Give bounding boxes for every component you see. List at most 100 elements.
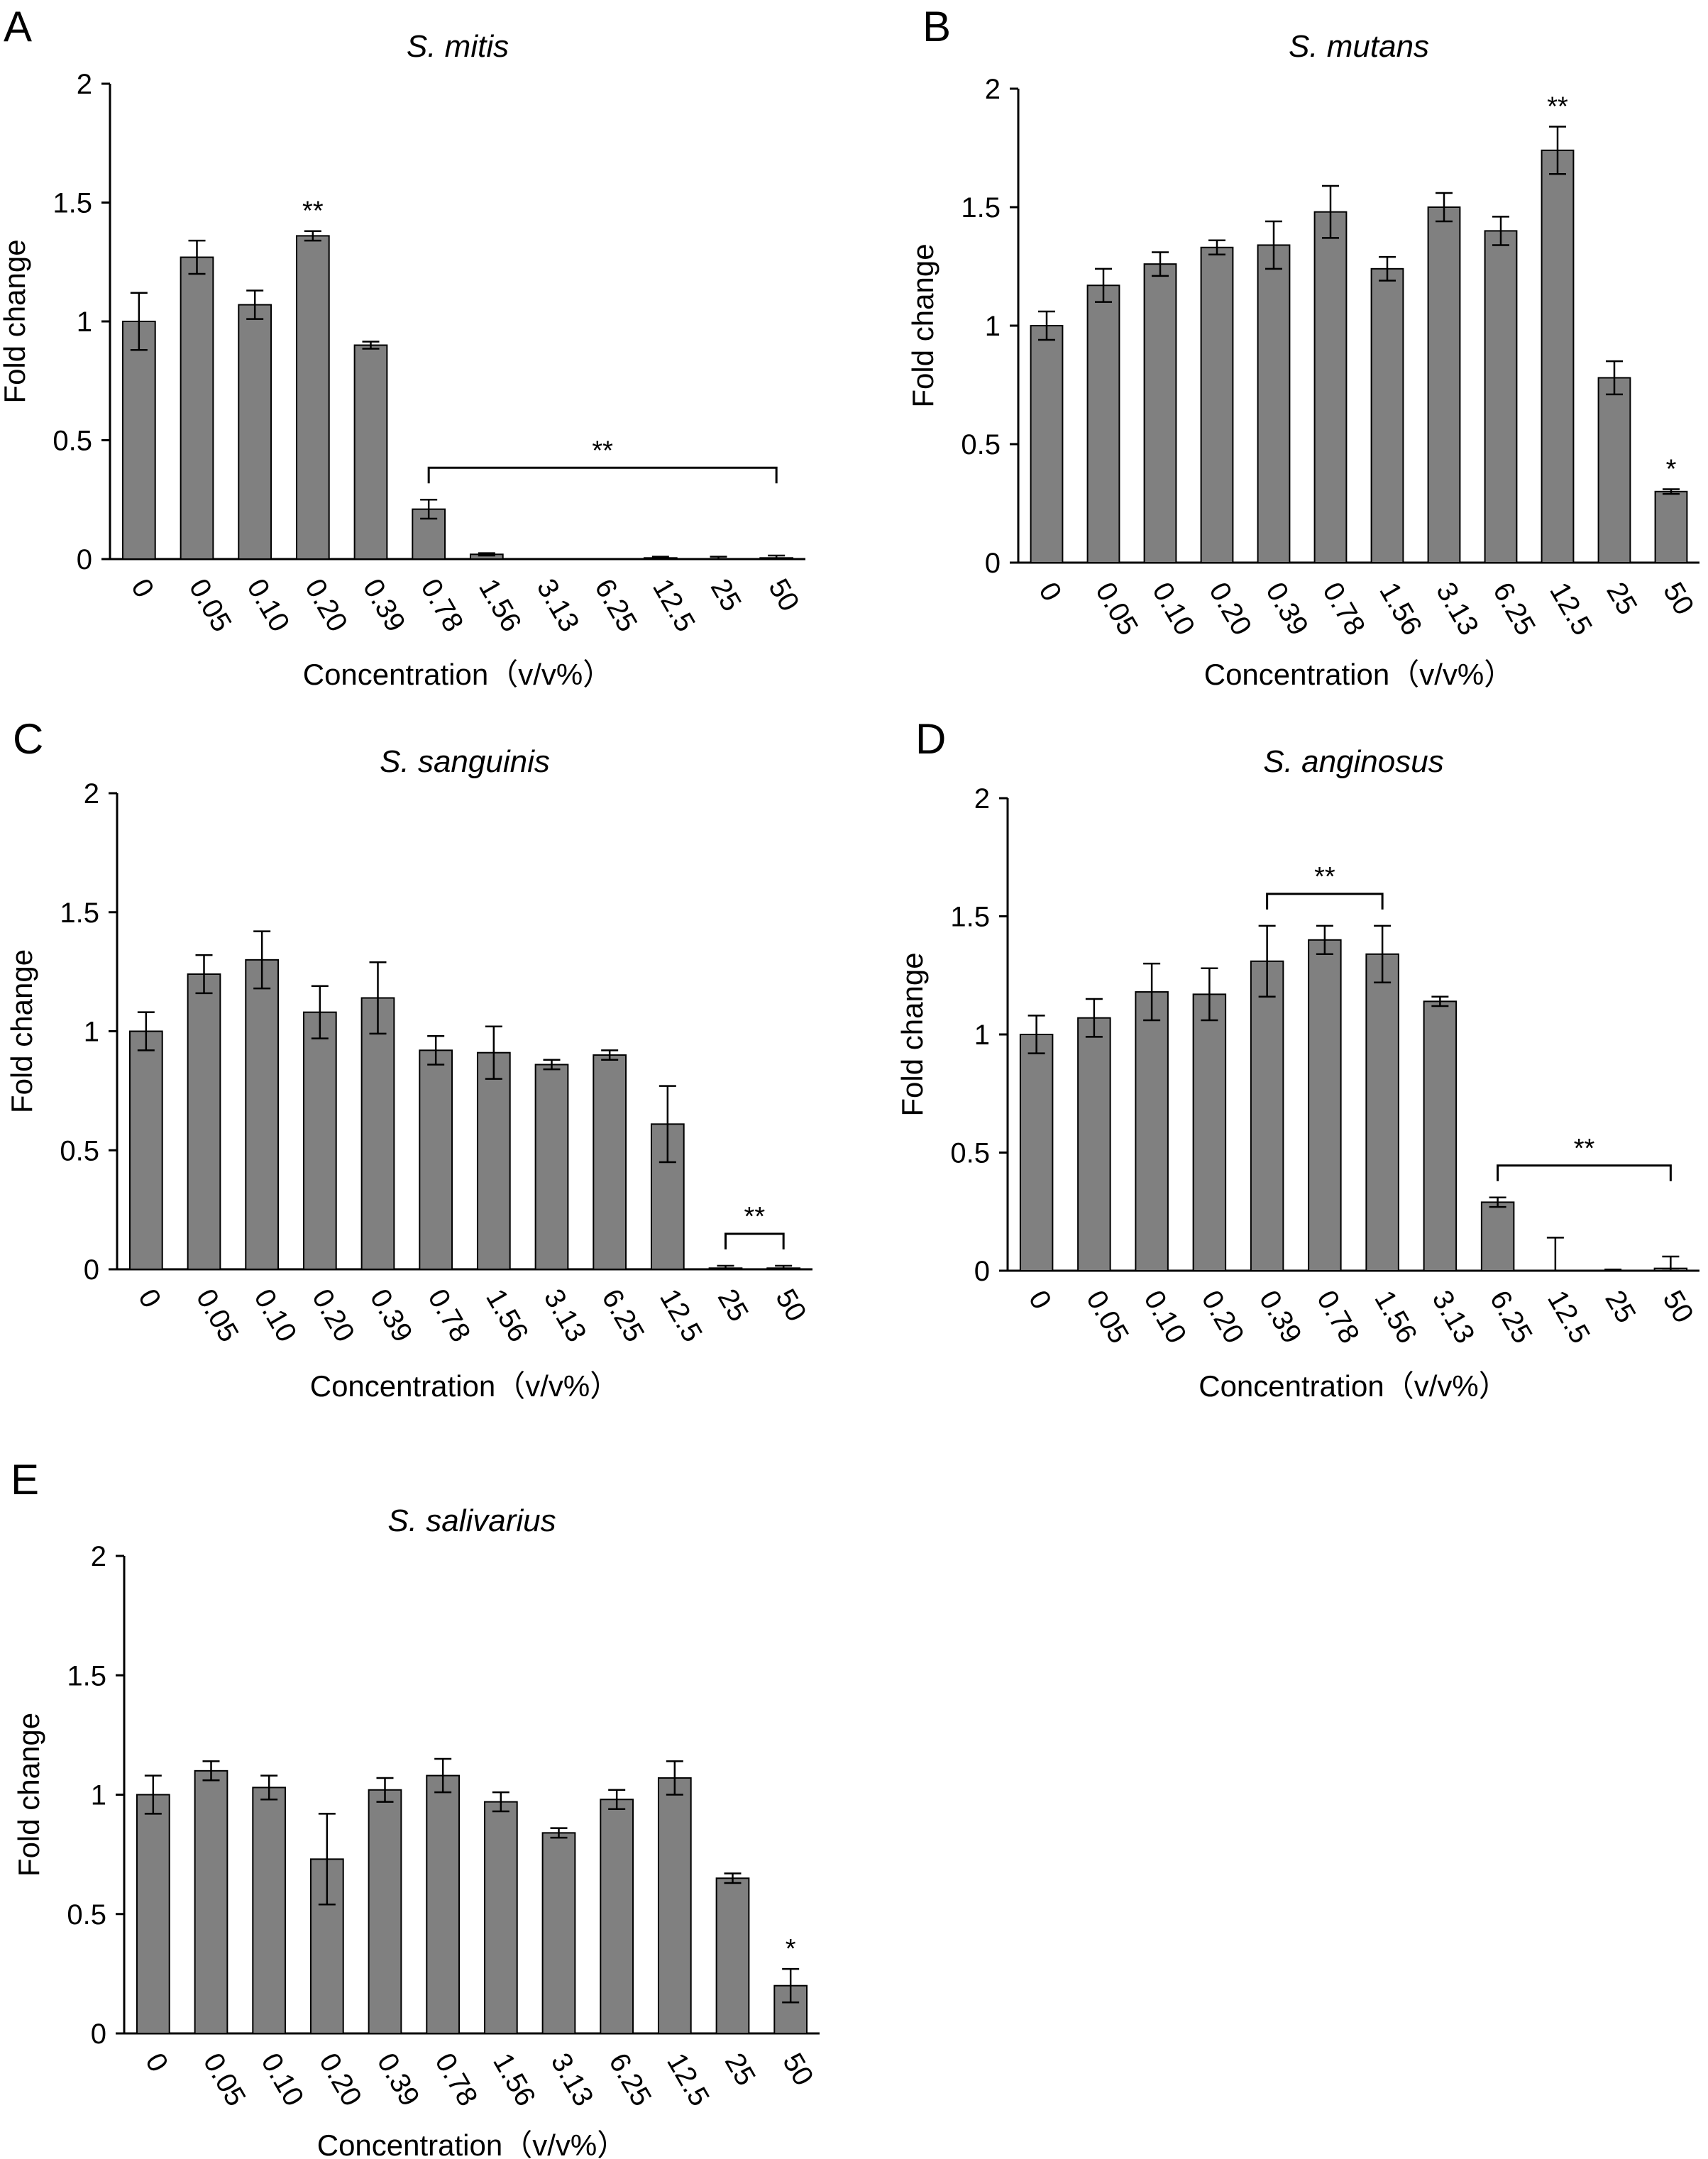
x-tick-label: 12.5 bbox=[1541, 1286, 1596, 1349]
bar bbox=[1313, 211, 1348, 563]
x-tick-label: 0.05 bbox=[1089, 578, 1144, 641]
x-tick-label: 0.78 bbox=[1316, 578, 1371, 641]
chart-title: S. mitis bbox=[407, 29, 509, 64]
x-tick-label: 0 bbox=[1023, 1286, 1057, 1315]
x-tick-label: 1.56 bbox=[473, 574, 527, 637]
x-tick-label: 1.56 bbox=[487, 2048, 541, 2111]
y-tick-label: 0 bbox=[77, 544, 92, 575]
y-axis-label: Fold change bbox=[896, 952, 929, 1116]
x-tick-label: 3.13 bbox=[538, 1284, 593, 1347]
bar bbox=[1541, 149, 1575, 563]
bar bbox=[593, 1054, 627, 1271]
bar bbox=[1370, 267, 1404, 563]
y-tick-label: 0.5 bbox=[961, 429, 1001, 460]
x-tick-label: 3.13 bbox=[1426, 1286, 1481, 1349]
x-tick-label: 25 bbox=[1600, 578, 1643, 621]
x-tick-label: 0.39 bbox=[1253, 1286, 1308, 1349]
significance-marker: ** bbox=[592, 436, 613, 465]
x-axis-label: Concentration（v/v%） bbox=[1199, 1369, 1509, 1403]
x-tick-label: 0.20 bbox=[299, 574, 353, 637]
y-axis-label: Fold change bbox=[906, 243, 940, 407]
bar bbox=[238, 304, 272, 560]
y-tick-label: 1 bbox=[985, 311, 1001, 342]
chart-title: S. anginosus bbox=[1263, 744, 1443, 779]
y-axis-label: Fold change bbox=[0, 239, 31, 403]
x-tick-label: 0.78 bbox=[422, 1284, 476, 1347]
y-tick-label: 0.5 bbox=[60, 1135, 99, 1166]
bar bbox=[1427, 206, 1461, 563]
y-tick-label: 2 bbox=[77, 69, 92, 100]
x-tick-label: 6.25 bbox=[602, 2048, 657, 2111]
y-tick-label: 1 bbox=[77, 307, 92, 338]
x-tick-label: 12.5 bbox=[661, 2048, 715, 2111]
x-tick-label: 50 bbox=[769, 1284, 812, 1327]
bar bbox=[187, 973, 221, 1270]
x-tick-label: 6.25 bbox=[595, 1284, 650, 1347]
x-tick-label: 0 bbox=[125, 574, 160, 603]
bar bbox=[295, 235, 330, 560]
bar bbox=[1192, 993, 1227, 1271]
bar bbox=[426, 1774, 461, 2035]
y-tick-label: 2 bbox=[84, 778, 99, 810]
x-tick-label: 1.56 bbox=[1373, 578, 1428, 641]
chart-title: S. salivarius bbox=[387, 1503, 556, 1538]
x-tick-label: 12.5 bbox=[646, 574, 701, 637]
x-tick-label: 12.5 bbox=[1543, 578, 1598, 641]
x-axis-label: Concentration（v/v%） bbox=[1204, 658, 1514, 691]
bar bbox=[1077, 1017, 1111, 1271]
bar bbox=[1423, 1000, 1458, 1271]
bar bbox=[1086, 285, 1120, 563]
bar bbox=[136, 1794, 170, 2034]
bar bbox=[245, 959, 280, 1270]
y-tick-label: 0.5 bbox=[67, 1899, 106, 1931]
y-tick-label: 1.5 bbox=[53, 188, 92, 219]
x-tick-label: 0 bbox=[1032, 578, 1067, 607]
y-tick-label: 2 bbox=[974, 783, 990, 815]
bar bbox=[1135, 991, 1169, 1272]
bar bbox=[600, 1799, 634, 2034]
x-tick-label: 0.05 bbox=[183, 574, 238, 637]
panel-letter: C bbox=[13, 715, 43, 763]
x-tick-label: 3.13 bbox=[1430, 578, 1484, 641]
x-axis-label: Concentration（v/v%） bbox=[317, 2128, 627, 2159]
significance-bracket bbox=[1497, 1164, 1672, 1181]
x-tick-label: 0.39 bbox=[357, 574, 412, 637]
x-tick-label: 6.25 bbox=[1484, 1286, 1538, 1349]
x-tick-label: 0.05 bbox=[197, 2048, 252, 2111]
x-tick-label: 0.10 bbox=[255, 2048, 309, 2111]
x-tick-label: 0.78 bbox=[429, 2048, 483, 2111]
bar bbox=[1143, 263, 1177, 563]
bar bbox=[1365, 953, 1399, 1272]
x-tick-label: 25 bbox=[705, 574, 747, 617]
y-tick-label: 0 bbox=[985, 548, 1001, 579]
bar bbox=[657, 1777, 692, 2035]
x-tick-label: 25 bbox=[719, 2048, 761, 2092]
bar bbox=[419, 1049, 453, 1270]
x-tick-label: 50 bbox=[762, 574, 805, 617]
x-tick-label: 0.78 bbox=[1311, 1286, 1365, 1349]
x-tick-label: 6.25 bbox=[588, 574, 643, 637]
bar bbox=[1257, 244, 1291, 563]
bar bbox=[1484, 230, 1518, 563]
y-tick-label: 2 bbox=[985, 74, 1001, 105]
y-tick-label: 2 bbox=[91, 1541, 106, 1572]
panel-letter: E bbox=[11, 1456, 39, 1503]
x-tick-label: 0 bbox=[139, 2048, 174, 2077]
y-tick-label: 0 bbox=[91, 2019, 106, 2050]
x-tick-label: 0.20 bbox=[313, 2048, 368, 2111]
x-tick-label: 6.25 bbox=[1487, 578, 1541, 641]
x-tick-label: 50 bbox=[1657, 578, 1699, 621]
y-axis-label: Fold change bbox=[5, 949, 38, 1113]
bar bbox=[180, 256, 214, 560]
y-tick-label: 1 bbox=[974, 1020, 990, 1051]
x-axis-label: Concentration（v/v%） bbox=[303, 658, 613, 691]
bar bbox=[1030, 325, 1064, 563]
chart-title: S. mutans bbox=[1289, 29, 1429, 64]
bar bbox=[353, 344, 388, 560]
bar bbox=[1019, 1034, 1054, 1271]
x-tick-label: 0.05 bbox=[1080, 1286, 1135, 1349]
